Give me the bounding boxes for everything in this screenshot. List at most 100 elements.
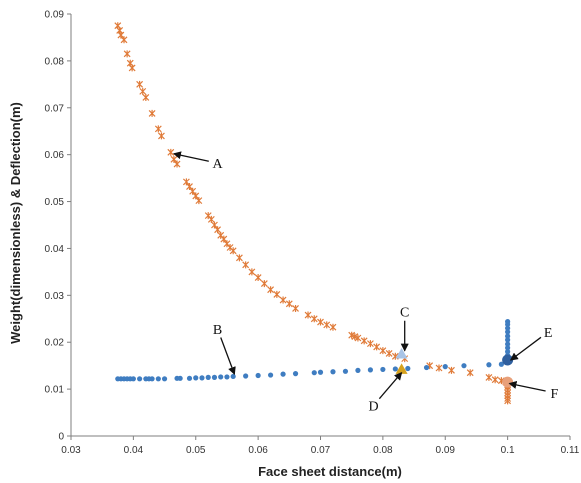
asterisk-point <box>373 343 381 351</box>
y-tick-label: 0.05 <box>45 197 65 208</box>
dot-point <box>137 376 143 382</box>
asterisk-point <box>128 64 136 72</box>
x-tick-label: 0.04 <box>124 445 144 456</box>
annotation-label-b: B <box>213 323 222 338</box>
y-tick-label: 0 <box>58 432 64 443</box>
dot-point <box>230 373 236 380</box>
dot-point <box>155 376 161 382</box>
annotation-label-f: F <box>551 387 559 402</box>
asterisk-point <box>329 323 337 331</box>
asterisk-point <box>504 397 512 405</box>
dot-point <box>149 376 155 382</box>
dot-point <box>330 369 336 375</box>
asterisk-point <box>235 254 243 262</box>
x-tick-label: 0.11 <box>561 445 580 456</box>
asterisk-point <box>292 304 299 312</box>
annotation-label-e: E <box>544 326 553 341</box>
asterisk-point <box>142 93 150 101</box>
dot-point <box>442 364 448 370</box>
dot-point <box>342 368 349 374</box>
dot-point <box>505 349 511 355</box>
x-tick-label: 0.08 <box>373 445 393 456</box>
annotation-label-a: A <box>213 157 224 172</box>
asterisk-point <box>211 221 218 229</box>
asterisk-point <box>173 160 181 168</box>
dot-point <box>423 364 430 371</box>
x-tick-label: 0.03 <box>61 445 81 456</box>
y-tick-label: 0.02 <box>45 338 65 349</box>
asterisk-point <box>491 376 499 384</box>
point-f-marker <box>502 376 514 388</box>
dot-point <box>505 341 511 347</box>
y-tick-label: 0.08 <box>45 56 65 67</box>
asterisk-point <box>186 183 193 191</box>
dot-point <box>177 375 183 381</box>
asterisk-point <box>120 36 128 44</box>
dot-point <box>505 325 511 331</box>
y-axis-label: Weight(dimensionless) & Deflection(m) <box>8 102 23 344</box>
asterisk-point <box>207 215 215 223</box>
asterisk-point <box>366 340 374 348</box>
asterisk-point <box>360 337 368 345</box>
asterisk-point <box>167 148 175 156</box>
asterisk-point <box>189 187 197 195</box>
dot-point <box>405 365 411 372</box>
dot-point <box>505 345 511 351</box>
x-tick-label: 0.1 <box>501 445 515 456</box>
annotation-arrow-d <box>378 371 403 400</box>
x-tick-label: 0.09 <box>436 445 456 456</box>
dot-point <box>130 376 136 382</box>
asterisk-point <box>192 192 200 200</box>
asterisk-point <box>279 296 287 304</box>
dot-point <box>268 372 274 378</box>
y-tick-label: 0.07 <box>45 103 65 114</box>
y-tick-label: 0.03 <box>45 291 65 302</box>
asterisk-point <box>158 132 165 140</box>
asterisk-point <box>310 315 318 323</box>
dot-point <box>317 369 324 375</box>
dot-point <box>255 372 261 379</box>
asterisk-point <box>273 290 281 298</box>
point-c-marker <box>395 347 408 359</box>
dot-point <box>505 333 511 339</box>
series-dot <box>115 318 511 382</box>
dot-point <box>486 362 492 368</box>
dot-point <box>505 318 511 325</box>
dot-point <box>218 374 224 380</box>
asterisk-point <box>148 109 156 117</box>
annotation-arrow-b <box>220 337 236 376</box>
asterisk-point <box>195 197 203 205</box>
asterisk-point <box>354 334 362 342</box>
dot-point <box>243 373 249 379</box>
x-axis-label: Face sheet distance(m) <box>258 464 402 479</box>
asterisk-point <box>323 321 331 329</box>
dot-point <box>224 374 230 380</box>
x-tick-label: 0.06 <box>248 445 268 456</box>
dot-point <box>205 374 211 380</box>
asterisk-point <box>317 318 324 326</box>
dot-point <box>280 371 286 377</box>
asterisk-point <box>304 311 312 319</box>
asterisk-point <box>248 268 256 276</box>
x-tick-label: 0.05 <box>186 445 206 456</box>
dot-point <box>498 361 504 367</box>
dot-point <box>199 375 205 381</box>
asterisk-point <box>116 26 124 34</box>
annotation-label-c: C <box>400 306 409 321</box>
dot-point <box>211 374 218 380</box>
asterisk-point <box>485 373 493 381</box>
y-tick-label: 0.09 <box>45 10 65 21</box>
dot-point <box>311 370 317 376</box>
asterisk-point <box>214 226 222 234</box>
dot-point <box>380 366 386 373</box>
asterisk-point <box>229 247 237 255</box>
dot-point <box>161 376 168 382</box>
point-d-marker <box>395 363 408 374</box>
plot-marks <box>114 22 514 405</box>
asterisk-point <box>123 50 131 58</box>
asterisk-point <box>435 364 443 372</box>
dot-point <box>367 367 373 373</box>
asterisk-point <box>242 261 250 269</box>
annotations: A B C D E F <box>172 151 559 415</box>
asterisk-point <box>170 155 178 163</box>
